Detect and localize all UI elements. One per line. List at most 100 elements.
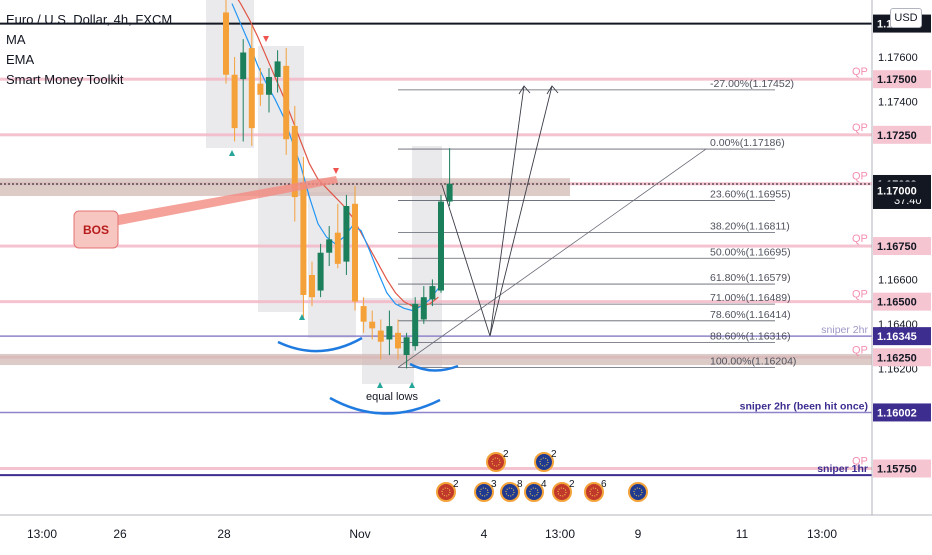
sniper-label: sniper 2hr bbox=[821, 324, 868, 336]
symbol-title[interactable]: Euro / U.S. Dollar, 4h, FXCM bbox=[6, 12, 173, 27]
candle bbox=[223, 0, 229, 84]
price-badge-label: 1.16250 bbox=[877, 352, 917, 364]
candle-body bbox=[274, 61, 281, 77]
x-tick-label: 26 bbox=[113, 527, 127, 541]
indicator-ma[interactable]: MA bbox=[6, 32, 26, 47]
equal-lows-arc bbox=[329, 396, 441, 415]
liquidity-arc bbox=[409, 362, 459, 372]
candle-body bbox=[395, 332, 401, 349]
fib-level-label: 88.60%(1.16316) bbox=[710, 331, 791, 343]
candle-body bbox=[412, 303, 419, 347]
fib-level-label: 38.20%(1.16811) bbox=[710, 220, 790, 232]
eu-flag-icon bbox=[628, 482, 648, 502]
candle-body bbox=[386, 326, 393, 340]
currency-selector[interactable]: USD bbox=[890, 8, 922, 28]
order-block-box bbox=[206, 0, 254, 148]
price-badge-bg bbox=[873, 327, 931, 346]
us-flag-icon bbox=[486, 452, 506, 472]
candle-body bbox=[317, 252, 324, 291]
candle bbox=[343, 194, 350, 275]
fib-level-label: 0.00%(1.17186) bbox=[710, 137, 785, 149]
candle-body bbox=[403, 337, 410, 356]
liquidity-arc bbox=[277, 336, 363, 353]
fib-level-label: -27.00%(1.17452) bbox=[710, 78, 794, 90]
indicator-smart-money-toolkit[interactable]: Smart Money Toolkit bbox=[6, 72, 124, 87]
projection-arrow-head bbox=[546, 85, 559, 95]
event-icon-circle bbox=[628, 482, 648, 502]
qp-level-line bbox=[0, 133, 872, 137]
event-count: 8 bbox=[517, 479, 523, 490]
candle bbox=[317, 243, 324, 298]
candle-body bbox=[343, 205, 350, 262]
event-icon-circle bbox=[500, 482, 520, 502]
event-icon-detail bbox=[529, 487, 539, 497]
event-count: 3 bbox=[491, 479, 497, 490]
event-count: 6 bbox=[601, 479, 607, 490]
price-badge-label: 1.16345 bbox=[877, 331, 917, 343]
chart-legend: Euro / U.S. Dollar, 4h, FXCM MA EMA Smar… bbox=[6, 10, 172, 90]
price-badge: 1.16345 bbox=[873, 327, 931, 346]
event-icon-detail bbox=[441, 487, 451, 497]
fib-level-label: 71.00%(1.16489) bbox=[710, 292, 791, 304]
event-icon-circle bbox=[552, 482, 572, 502]
price-badge: 1.16002 bbox=[873, 403, 931, 422]
candle bbox=[438, 194, 444, 293]
qp-level-line bbox=[0, 300, 872, 304]
candle bbox=[446, 148, 453, 206]
event-icon-detail bbox=[633, 487, 643, 497]
candle-body bbox=[223, 12, 229, 75]
candle-body bbox=[352, 203, 358, 302]
x-tick-label: Nov bbox=[349, 527, 370, 541]
eu-flag-icon bbox=[534, 452, 554, 472]
event-icon-detail bbox=[479, 487, 489, 497]
candle-body bbox=[257, 83, 264, 95]
bos-label-box bbox=[73, 210, 119, 249]
x-tick-label: 13:00 bbox=[807, 527, 837, 541]
qp-level-line bbox=[0, 77, 872, 81]
candle bbox=[412, 297, 419, 351]
price-badge: 1.16500 bbox=[873, 292, 931, 311]
candle-body bbox=[248, 48, 255, 129]
qp-label: QP bbox=[852, 171, 868, 183]
candle-body bbox=[377, 330, 384, 342]
candle bbox=[429, 279, 436, 307]
price-badge: 1.17500 bbox=[873, 70, 931, 89]
candle-body bbox=[231, 74, 238, 129]
fib-level-label: 100.00%(1.16204) bbox=[710, 356, 796, 368]
eu-flag-icon bbox=[500, 482, 520, 502]
signal-triangle bbox=[333, 168, 339, 174]
qp-label: QP bbox=[852, 66, 868, 78]
signal-triangle bbox=[409, 382, 415, 388]
qp-level-line bbox=[0, 467, 872, 471]
candle bbox=[231, 56, 238, 142]
event-icon-circle bbox=[474, 482, 494, 502]
eu-flag-icon bbox=[474, 482, 494, 502]
qp-label: QP bbox=[852, 456, 868, 468]
fib-level-label: 50.00%(1.16695) bbox=[710, 246, 791, 258]
candle-body bbox=[446, 183, 453, 202]
price-badge-bg bbox=[873, 403, 931, 422]
price-badge-label: 1.15750 bbox=[877, 464, 917, 476]
candle-body bbox=[266, 76, 272, 95]
projection-arrow-line bbox=[489, 85, 553, 337]
x-tick-label: 9 bbox=[635, 527, 642, 541]
candle bbox=[257, 68, 264, 106]
event-icon-detail bbox=[505, 487, 515, 497]
event-icon-circle bbox=[436, 482, 456, 502]
indicator-ema[interactable]: EMA bbox=[6, 52, 35, 67]
sniper-label: sniper 2hr (been hit once) bbox=[740, 400, 868, 412]
event-icon-detail bbox=[589, 487, 599, 497]
candle-body bbox=[240, 52, 247, 80]
event-icon-detail bbox=[491, 457, 501, 467]
candle bbox=[274, 50, 281, 93]
price-badge-bg bbox=[873, 348, 931, 367]
price-badge-label: 1.16002 bbox=[877, 407, 917, 419]
candle bbox=[283, 48, 290, 155]
price-badge: 1.17000 bbox=[873, 181, 931, 200]
qp-label: QP bbox=[852, 289, 868, 301]
candle bbox=[377, 319, 384, 360]
candle-body bbox=[326, 239, 333, 253]
